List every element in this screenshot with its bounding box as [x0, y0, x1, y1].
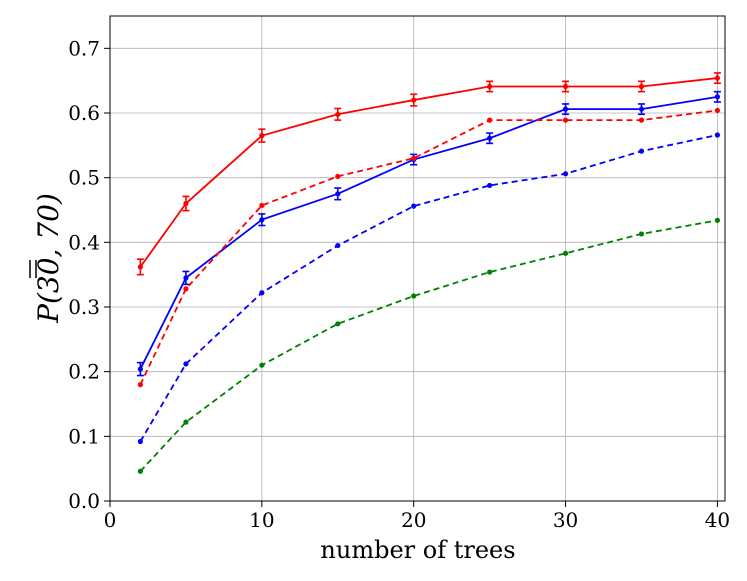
y-tick-label: 0.6: [68, 101, 100, 125]
series-layer: [136, 72, 721, 474]
series-line: [139, 134, 718, 442]
data-point: [183, 286, 189, 292]
data-point: [183, 361, 189, 367]
data-point: [714, 217, 721, 223]
series-line: [139, 109, 718, 385]
x-axis-label: number of trees: [320, 536, 515, 564]
y-tick-label: 0.5: [68, 166, 100, 190]
data-point: [335, 242, 341, 249]
series-3: [137, 107, 721, 388]
x-tick-label: 0: [104, 508, 117, 532]
plot-frame: [109, 15, 726, 502]
data-point: [487, 182, 493, 189]
data-point: [638, 117, 645, 123]
data-point: [335, 173, 341, 179]
data-point: [562, 106, 569, 112]
data-point: [137, 366, 143, 372]
data-point: [638, 83, 645, 90]
data-point: [183, 275, 189, 281]
data-point: [335, 111, 341, 117]
data-point: [714, 94, 721, 100]
series-4: [137, 132, 721, 445]
y-tick-label: 0.1: [68, 424, 100, 448]
y-tick-label: 0.3: [68, 295, 100, 319]
data-point: [638, 106, 645, 112]
data-point: [714, 107, 721, 114]
data-point: [137, 382, 143, 388]
y-tick-label: 0.4: [68, 230, 100, 254]
data-point: [487, 135, 493, 141]
data-point: [638, 148, 645, 154]
data-point: [335, 191, 341, 197]
data-point: [335, 321, 341, 327]
x-tick-label: 20: [401, 508, 426, 532]
series-1: [136, 72, 721, 276]
plot-background: [110, 16, 725, 501]
y-tick-label: 0.7: [68, 36, 100, 60]
data-point: [411, 97, 417, 103]
data-point: [183, 419, 189, 425]
data-point: [411, 203, 417, 209]
data-point: [562, 83, 569, 90]
data-point: [487, 269, 493, 275]
y-axis-label: P(30, 70): [32, 193, 65, 324]
ticks: 0 10 20 30 40 0.0 0.1 0.2 0.3 0.4 0.5 0.6 0.7: [68, 36, 730, 532]
data-point: [137, 438, 143, 445]
y-tick-label: 0.2: [68, 360, 100, 384]
data-point: [259, 290, 265, 296]
data-point: [487, 117, 493, 123]
data-point: [259, 133, 265, 139]
data-point: [137, 264, 143, 270]
data-point: [638, 231, 645, 237]
x-tick-label: 30: [553, 508, 578, 532]
data-point: [411, 155, 417, 161]
data-point: [714, 75, 721, 81]
data-point: [183, 200, 189, 207]
data-point: [562, 250, 569, 256]
data-point: [259, 202, 265, 209]
x-tick-label: 10: [249, 508, 274, 532]
data-point: [411, 293, 417, 299]
data-point: [137, 468, 143, 474]
series-5: [137, 217, 721, 474]
data-point: [562, 171, 569, 177]
x-tick-label: 40: [705, 508, 730, 532]
data-point: [714, 132, 721, 138]
y-tick-label: 0.0: [68, 489, 100, 513]
data-point: [562, 117, 569, 123]
data-point: [259, 217, 265, 223]
y-axis-label-group: P(30, 70): [29, 193, 65, 324]
data-point: [259, 362, 265, 368]
data-point: [487, 83, 493, 90]
